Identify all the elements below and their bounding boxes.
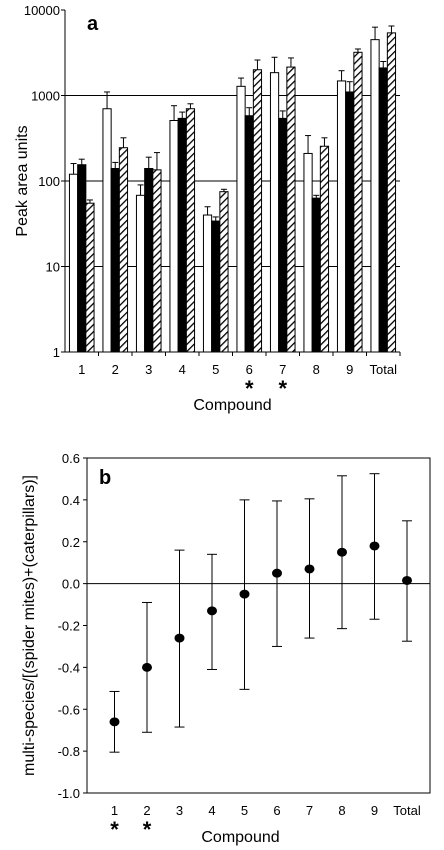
x-tick-label: 6 bbox=[273, 803, 280, 818]
x-tick-label: 1 bbox=[78, 362, 85, 377]
x-tick-label: 6 bbox=[246, 362, 253, 377]
x-tick-label: 7 bbox=[279, 362, 286, 377]
y-tick-label: 1 bbox=[53, 345, 60, 360]
bar-black bbox=[211, 220, 221, 353]
y-tick-label: 0.6 bbox=[62, 451, 80, 466]
panel-letter: b bbox=[99, 467, 111, 489]
bar-white bbox=[68, 173, 79, 353]
bar-hatched bbox=[252, 69, 263, 353]
data-point bbox=[174, 633, 185, 643]
y-tick-label: 1000 bbox=[31, 89, 60, 104]
data-point bbox=[402, 575, 412, 585]
x-tick-label: 2 bbox=[112, 362, 119, 377]
x-tick-label: 2 bbox=[143, 803, 150, 818]
x-tick-label: 8 bbox=[313, 362, 320, 377]
bar-black bbox=[378, 67, 388, 353]
data-point bbox=[304, 564, 315, 574]
x-tick-label: 4 bbox=[179, 362, 186, 377]
x-tick-label: 5 bbox=[212, 362, 219, 377]
y-tick-label: -0.4 bbox=[58, 660, 80, 675]
x-tick-label: 7 bbox=[306, 803, 313, 818]
y-tick-label: 0.4 bbox=[62, 493, 80, 508]
data-point bbox=[142, 662, 152, 672]
bar-black bbox=[177, 117, 187, 353]
bar-black bbox=[311, 197, 321, 353]
data-point bbox=[109, 717, 120, 727]
x-axis-title: Compound bbox=[193, 397, 271, 414]
bar-white bbox=[135, 194, 146, 353]
x-tick-label: 5 bbox=[241, 803, 248, 818]
bar-black bbox=[144, 168, 154, 353]
bar-white bbox=[102, 108, 112, 353]
data-point bbox=[369, 541, 380, 551]
y-tick-label: 100 bbox=[38, 174, 60, 189]
bar-hatched bbox=[185, 108, 196, 353]
bar-hatched bbox=[85, 202, 95, 353]
y-tick-label: 10 bbox=[46, 260, 60, 275]
x-tick-label: 8 bbox=[338, 803, 345, 818]
data-point bbox=[272, 568, 282, 578]
bar-hatched bbox=[353, 51, 363, 353]
bar-hatched bbox=[319, 145, 330, 353]
bar-white bbox=[169, 120, 179, 353]
significance-star: * bbox=[143, 817, 152, 842]
plot-frame bbox=[86, 457, 431, 794]
x-axis-title: Compound bbox=[201, 829, 279, 846]
x-tick-label: 3 bbox=[145, 362, 152, 377]
data-point bbox=[239, 589, 250, 599]
y-tick-label: 0.0 bbox=[62, 577, 80, 592]
bar-hatched bbox=[286, 66, 296, 353]
y-axis-title: Peak area units bbox=[14, 125, 31, 236]
bar-hatched bbox=[118, 147, 129, 353]
bar-white bbox=[202, 214, 213, 353]
bar-black bbox=[110, 168, 120, 353]
bar-white bbox=[269, 72, 280, 353]
y-tick-label: 0.2 bbox=[62, 535, 80, 550]
x-tick-label: Total bbox=[393, 803, 421, 818]
y-tick-label: -0.2 bbox=[58, 619, 80, 634]
bar-white bbox=[370, 39, 380, 353]
y-tick-label: -0.6 bbox=[58, 702, 80, 717]
bar-white bbox=[236, 85, 246, 353]
data-point bbox=[207, 606, 217, 616]
significance-star: * bbox=[245, 376, 254, 401]
x-tick-label: 4 bbox=[208, 803, 215, 818]
bar-hatched bbox=[386, 32, 397, 353]
bar-white bbox=[336, 80, 347, 353]
bar-hatched bbox=[152, 169, 162, 353]
bar-black bbox=[345, 91, 355, 353]
data-point bbox=[337, 547, 347, 557]
y-axis-title: multi-species/[(spider mites)+(caterpill… bbox=[21, 475, 38, 776]
bar-black bbox=[278, 117, 288, 353]
panel-b-chart: 0.60.40.20.0-0.2-0.4-0.6-0.8-1.01*2*3 4 5 6… bbox=[21, 451, 431, 846]
bar-white bbox=[303, 152, 313, 353]
x-tick-label: 9 bbox=[346, 362, 353, 377]
bar-black bbox=[244, 115, 254, 353]
y-tick-label: -1.0 bbox=[58, 786, 80, 801]
y-tick-label: -0.8 bbox=[58, 744, 80, 759]
y-tick-label: 10000 bbox=[24, 3, 60, 18]
x-tick-label: Total bbox=[370, 362, 398, 377]
significance-star: * bbox=[278, 376, 287, 401]
bar-black bbox=[77, 164, 87, 353]
significance-star: * bbox=[110, 817, 119, 842]
bar-hatched bbox=[219, 191, 229, 353]
x-tick-label: 1 bbox=[111, 803, 118, 818]
panel-letter: a bbox=[87, 13, 99, 35]
x-tick-label: 3 bbox=[176, 803, 183, 818]
x-tick-label: 9 bbox=[371, 803, 378, 818]
